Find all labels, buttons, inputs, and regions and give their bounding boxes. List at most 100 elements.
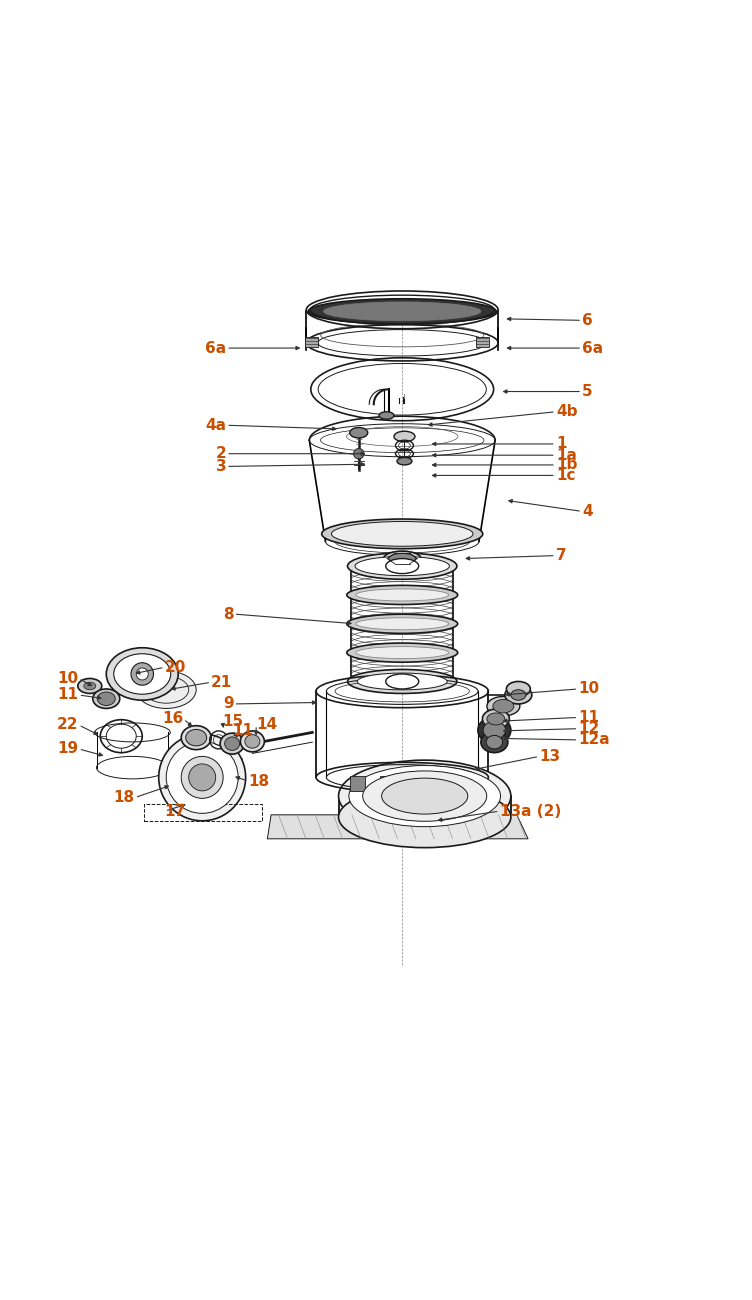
Bar: [380, 776, 395, 790]
Circle shape: [181, 757, 223, 798]
Text: 18: 18: [249, 774, 270, 789]
Text: 11: 11: [58, 688, 78, 702]
Text: 6: 6: [582, 313, 593, 328]
Ellipse shape: [356, 646, 449, 659]
Ellipse shape: [323, 302, 481, 321]
Text: 17: 17: [165, 803, 186, 819]
Ellipse shape: [397, 458, 412, 465]
Ellipse shape: [350, 428, 368, 438]
Text: 5: 5: [582, 384, 593, 399]
Ellipse shape: [478, 716, 511, 744]
Ellipse shape: [483, 722, 505, 740]
Text: 3: 3: [216, 459, 226, 474]
Ellipse shape: [347, 552, 457, 580]
Text: 7: 7: [556, 549, 566, 563]
Ellipse shape: [386, 673, 419, 689]
Ellipse shape: [362, 771, 487, 822]
Text: 4b: 4b: [556, 404, 578, 419]
Ellipse shape: [92, 689, 120, 708]
Ellipse shape: [225, 737, 240, 750]
Ellipse shape: [245, 734, 260, 747]
Ellipse shape: [106, 647, 178, 701]
Text: 6a: 6a: [582, 341, 603, 356]
Text: 10: 10: [57, 671, 78, 686]
Text: 18: 18: [114, 790, 135, 805]
Ellipse shape: [347, 644, 458, 662]
Ellipse shape: [83, 682, 96, 690]
Polygon shape: [268, 815, 528, 838]
Circle shape: [189, 764, 216, 790]
Ellipse shape: [487, 697, 520, 716]
Ellipse shape: [220, 733, 244, 754]
Ellipse shape: [481, 732, 508, 753]
Circle shape: [353, 448, 364, 459]
Ellipse shape: [97, 692, 115, 706]
Ellipse shape: [357, 673, 447, 690]
Text: 11: 11: [578, 710, 599, 725]
Ellipse shape: [487, 712, 505, 725]
Ellipse shape: [136, 671, 196, 709]
Text: 1: 1: [556, 437, 566, 451]
Ellipse shape: [338, 760, 511, 832]
Ellipse shape: [77, 679, 102, 693]
Text: 14: 14: [256, 718, 277, 732]
Text: 15: 15: [223, 714, 244, 729]
Ellipse shape: [355, 556, 450, 576]
Text: 13a (2): 13a (2): [499, 803, 561, 819]
Text: 4a: 4a: [205, 417, 226, 433]
Text: 9: 9: [223, 697, 234, 711]
Text: 1a: 1a: [556, 447, 577, 463]
Ellipse shape: [308, 299, 496, 324]
Circle shape: [131, 663, 153, 685]
Ellipse shape: [482, 710, 509, 729]
Circle shape: [136, 668, 148, 680]
Ellipse shape: [186, 729, 207, 746]
Text: 4: 4: [582, 504, 593, 519]
Text: 12a: 12a: [578, 732, 610, 748]
Ellipse shape: [389, 554, 416, 564]
Text: 11: 11: [232, 723, 253, 737]
Ellipse shape: [486, 736, 502, 749]
Bar: [305, 337, 318, 347]
Ellipse shape: [379, 412, 394, 419]
Bar: [410, 776, 425, 790]
Ellipse shape: [505, 686, 532, 703]
Text: 20: 20: [165, 659, 186, 675]
Text: 6a: 6a: [205, 341, 226, 356]
Circle shape: [166, 741, 238, 814]
Text: 12: 12: [578, 722, 599, 736]
Ellipse shape: [493, 699, 514, 712]
Text: 1c: 1c: [556, 468, 575, 482]
Ellipse shape: [241, 731, 265, 751]
Ellipse shape: [332, 521, 473, 546]
Text: 1b: 1b: [556, 458, 578, 472]
Ellipse shape: [338, 786, 511, 848]
Ellipse shape: [347, 670, 457, 693]
Text: 13: 13: [539, 749, 560, 764]
Ellipse shape: [356, 618, 449, 629]
Ellipse shape: [506, 681, 530, 697]
Ellipse shape: [347, 614, 458, 633]
Text: 21: 21: [211, 675, 232, 690]
Ellipse shape: [381, 779, 468, 814]
Ellipse shape: [114, 654, 171, 694]
Text: 16: 16: [162, 711, 183, 727]
Ellipse shape: [322, 519, 483, 549]
Bar: [350, 776, 365, 790]
Ellipse shape: [356, 589, 449, 601]
Ellipse shape: [511, 690, 526, 701]
Ellipse shape: [347, 585, 458, 604]
Circle shape: [159, 734, 246, 820]
Ellipse shape: [181, 725, 211, 750]
Ellipse shape: [394, 432, 415, 442]
Text: 10: 10: [578, 681, 599, 697]
Text: 19: 19: [57, 741, 78, 757]
Ellipse shape: [386, 559, 419, 573]
Text: 22: 22: [57, 718, 78, 732]
Ellipse shape: [349, 766, 501, 827]
Bar: [440, 776, 455, 790]
Text: 8: 8: [223, 607, 234, 621]
Ellipse shape: [384, 551, 421, 566]
Bar: [476, 337, 489, 347]
Text: 2: 2: [215, 446, 226, 462]
